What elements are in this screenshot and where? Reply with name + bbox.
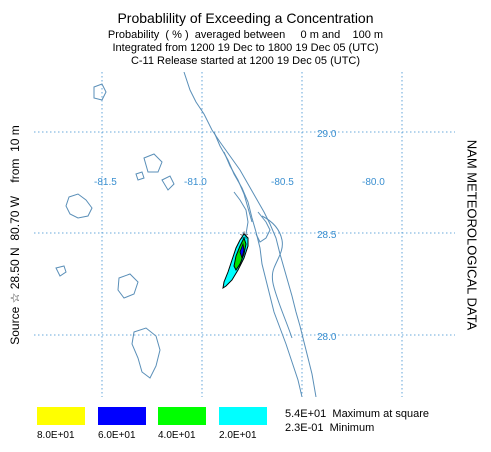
legend-swatch (158, 407, 206, 425)
lake (161, 175, 175, 191)
map-title: Probablility of Exceeding a Concentratio… (117, 10, 374, 26)
legend-label: 4.0E+01 (158, 430, 196, 441)
legend: 8.0E+01 6.0E+01 4.0E+01 2.0E+01 5.4E+01 … (0, 407, 491, 447)
lake (65, 193, 93, 219)
release-subtitle: C-11 Release started at 1200 19 Dec 05 (… (130, 55, 361, 67)
map-labels: -81.5 -81.0 -80.5 -80.0 29.0 28.5 28.0 (94, 129, 385, 343)
source-location-axis: Source ☆ 28.50 N 80.70 W from 10 m (2, 72, 28, 397)
legend-swatch (219, 407, 267, 425)
maximum-value: 5.4E+01 Maximum at square (285, 408, 429, 420)
dispersion-map: ☆ -81.5 -81.0 -80.5 -80.0 29.0 28.5 28.0 (34, 72, 455, 397)
lat-label: 29.0 (317, 129, 337, 140)
lon-label: -80.5 (271, 177, 294, 188)
lake (93, 83, 107, 101)
lat-label: 28.5 (317, 230, 337, 241)
legend-swatch (37, 407, 85, 425)
legend-label: 2.0E+01 (219, 430, 257, 441)
source-marker-icon: ☆ (239, 229, 249, 242)
averaging-subtitle: Probability ( % ) averaged between 0 m a… (107, 29, 384, 41)
lon-label: -81.5 (94, 177, 117, 188)
minimum-value: 2.3E-01 Minimum (285, 422, 375, 434)
lat-label: 28.0 (317, 332, 337, 343)
legend-swatch (98, 407, 146, 425)
source-location-label: Source ☆ 28.50 N 80.70 W from 10 m (8, 124, 22, 345)
lake (135, 171, 145, 181)
probability-plume: ☆ (222, 229, 249, 290)
lon-label: -80.0 (362, 177, 385, 188)
inland-lakes (55, 83, 175, 379)
met-data-axis: NAM METEOROLOGICAL DATA (460, 72, 484, 397)
legend-label: 6.0E+01 (98, 430, 136, 441)
lake (55, 265, 67, 277)
legend-label: 8.0E+01 (37, 430, 75, 441)
integration-subtitle: Integrated from 1200 19 Dec to 1800 19 D… (112, 42, 379, 54)
lake (117, 273, 139, 299)
lon-label: -81.0 (184, 177, 207, 188)
lake (131, 327, 161, 379)
met-data-label: NAM METEOROLOGICAL DATA (464, 139, 480, 330)
plume-contour-60 (239, 242, 245, 260)
coastline (183, 72, 317, 397)
lake (143, 153, 163, 173)
